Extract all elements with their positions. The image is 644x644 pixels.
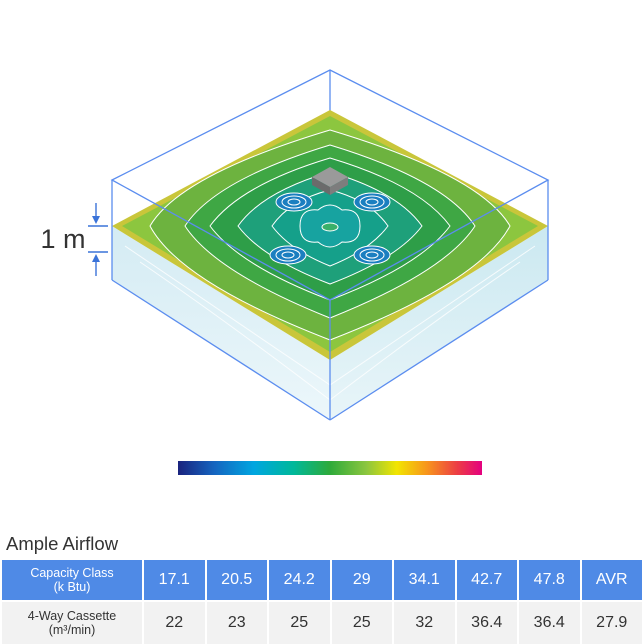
capacity-cell: 29 [331, 560, 392, 600]
center-core-contour [321, 222, 339, 232]
height-dimension-label: 1 m [40, 224, 85, 254]
jet-bottom-left [269, 245, 307, 265]
height-dimension-marker [88, 203, 108, 276]
jet-contours [269, 192, 391, 265]
table-value-row: 4-Way Cassette (m³/min) 22 23 25 25 32 3… [2, 600, 642, 644]
capacity-cell: AVR [581, 560, 642, 600]
airflow-cell: 23 [206, 600, 267, 644]
table-header-row: Capacity Class (k Btu) 17.1 20.5 24.2 29… [2, 560, 642, 600]
cassette-unit-icon [312, 167, 348, 195]
velocity-color-scale [178, 461, 482, 475]
row-label-line1: 4-Way Cassette [27, 609, 117, 623]
jet-bottom-right [353, 245, 391, 265]
airflow-cell: 32 [394, 600, 455, 644]
capacity-cell: 47.8 [519, 560, 580, 600]
airflow-cell: 36.4 [519, 600, 580, 644]
row-label-line2: (m³/min) [48, 623, 96, 637]
capacity-cell: 34.1 [394, 560, 455, 600]
airflow-diagram: 1 m [40, 69, 550, 475]
header-label-line2: (k Btu) [53, 580, 91, 594]
airflow-cell: 36.4 [456, 600, 517, 644]
section-title: Ample Airflow [6, 533, 119, 554]
floor-contour-map [112, 110, 548, 360]
capacity-cell: 20.5 [206, 560, 267, 600]
capacity-airflow-table: Capacity Class (k Btu) 17.1 20.5 24.2 29… [0, 560, 644, 644]
capacity-cell: 24.2 [269, 560, 330, 600]
capacity-cell: 17.1 [144, 560, 205, 600]
header-label-line1: Capacity Class [30, 566, 114, 580]
airflow-cell: 25 [331, 600, 392, 644]
airflow-cell: 22 [144, 600, 205, 644]
airflow-cell: 25 [269, 600, 330, 644]
value-row-label: 4-Way Cassette (m³/min) [2, 600, 142, 644]
room-box-outline [110, 69, 550, 421]
header-row-label: Capacity Class (k Btu) [2, 560, 142, 600]
airflow-cell: 27.9 [581, 600, 642, 644]
capacity-cell: 42.7 [456, 560, 517, 600]
jet-top-right [353, 192, 391, 212]
jet-top-left [275, 192, 313, 212]
